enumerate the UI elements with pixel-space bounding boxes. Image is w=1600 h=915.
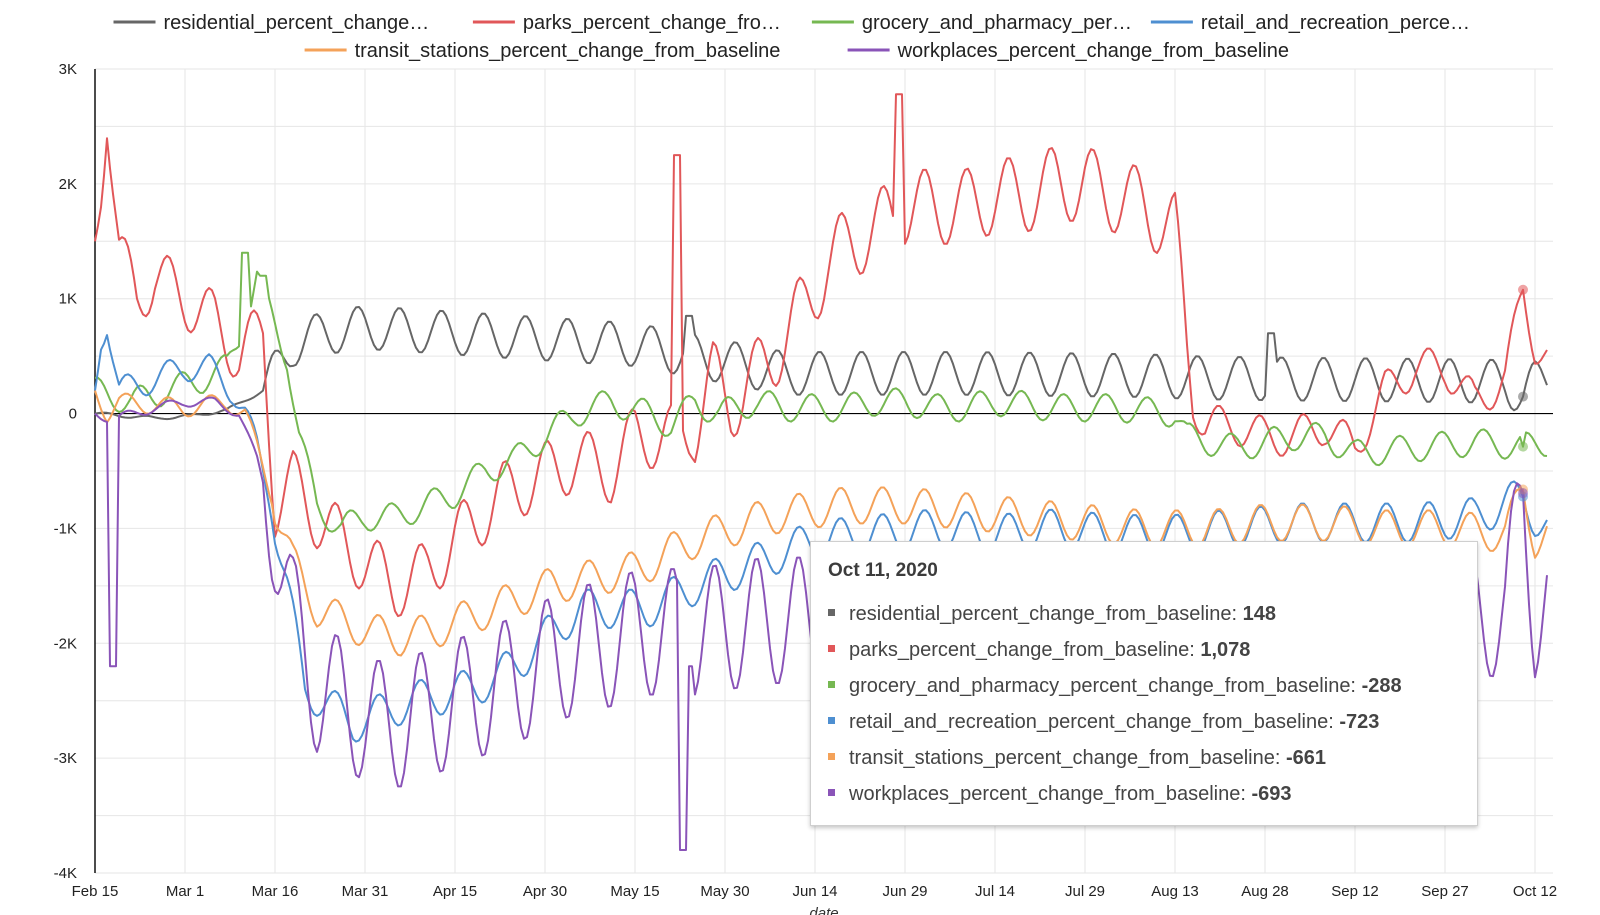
x-tick-label: May 15 bbox=[610, 883, 659, 900]
x-tick-label: Jul 14 bbox=[975, 883, 1015, 900]
y-tick-label: 0 bbox=[69, 406, 77, 423]
tooltip-label: parks_percent_change_from_baseline: bbox=[849, 639, 1195, 661]
tooltip-value: -288 bbox=[1361, 675, 1402, 697]
x-tick-label: Jun 14 bbox=[792, 883, 837, 900]
legend-label-grocery: grocery_and_pharmacy_per… bbox=[862, 12, 1132, 34]
tooltip-row-residential: residential_percent_change_from_baseline… bbox=[828, 596, 1477, 632]
tooltip-row-transit: transit_stations_percent_change_from_bas… bbox=[828, 740, 1477, 776]
tooltip-row-retail: retail_and_recreation_percent_change_fro… bbox=[828, 704, 1477, 740]
x-tick-label: Mar 1 bbox=[166, 883, 204, 900]
tooltip-value: -693 bbox=[1251, 783, 1292, 805]
tooltip-date: Oct 11, 2020 bbox=[828, 560, 938, 581]
x-tick-label: Mar 31 bbox=[342, 883, 389, 900]
tooltip-swatch bbox=[828, 717, 835, 725]
legend-label-transit: transit_stations_percent_change_from_bas… bbox=[355, 40, 781, 62]
tooltip-label: workplaces_percent_change_from_baseline: bbox=[849, 783, 1246, 805]
legend-label-retail: retail_and_recreation_perce… bbox=[1201, 12, 1470, 34]
y-tick-label: -2K bbox=[54, 635, 77, 652]
tooltip-label: residential_percent_change_from_baseline… bbox=[849, 603, 1238, 625]
x-tick-label: Sep 27 bbox=[1421, 883, 1469, 900]
x-tick-label: Oct 12 bbox=[1513, 883, 1557, 900]
tooltip-value: 1,078 bbox=[1200, 639, 1251, 661]
y-tick-label: 3K bbox=[59, 61, 77, 78]
y-tick-label: -3K bbox=[54, 750, 77, 767]
tooltip-row-parks: parks_percent_change_from_baseline: 1,07… bbox=[828, 632, 1477, 668]
x-tick-label: Aug 28 bbox=[1241, 883, 1289, 900]
tooltip-swatch bbox=[828, 645, 835, 653]
tooltip-row-grocery: grocery_and_pharmacy_percent_change_from… bbox=[828, 668, 1477, 704]
legend-label-residential: residential_percent_change… bbox=[164, 12, 430, 34]
y-tick-label: 1K bbox=[59, 291, 77, 308]
legend-label-parks: parks_percent_change_fro… bbox=[523, 12, 781, 34]
x-tick-label: May 30 bbox=[700, 883, 749, 900]
tooltip-swatch bbox=[828, 789, 835, 797]
x-tick-label: Jun 29 bbox=[882, 883, 927, 900]
hover-marker-workplaces bbox=[1518, 488, 1528, 499]
series-line-transit bbox=[94, 390, 1548, 657]
series-line-residential bbox=[94, 306, 1548, 421]
x-tick-label: Feb 15 bbox=[72, 883, 119, 900]
hover-marker-parks bbox=[1518, 284, 1528, 295]
y-tick-label: 2K bbox=[59, 176, 77, 193]
legend-label-workplaces: workplaces_percent_change_from_baseline bbox=[897, 40, 1289, 62]
tooltip-value: -723 bbox=[1339, 711, 1380, 733]
tooltip-swatch bbox=[828, 609, 835, 617]
hover-marker-residential bbox=[1518, 391, 1528, 402]
x-axis-title: date bbox=[809, 905, 838, 915]
hover-marker-grocery bbox=[1518, 441, 1528, 452]
tooltip-label: grocery_and_pharmacy_percent_change_from… bbox=[849, 675, 1356, 697]
x-tick-label: Apr 15 bbox=[433, 883, 477, 900]
x-tick-label: Sep 12 bbox=[1331, 883, 1379, 900]
series-line-parks bbox=[94, 93, 1548, 618]
tooltip-value: -661 bbox=[1285, 747, 1326, 769]
tooltip-value: 148 bbox=[1242, 603, 1276, 625]
y-tick-label: -1K bbox=[54, 520, 77, 537]
series-line-grocery bbox=[95, 251, 1548, 533]
x-tick-label: Jul 29 bbox=[1065, 883, 1105, 900]
chart-tooltip: Oct 11, 2020 residential_percent_change_… bbox=[810, 541, 1478, 826]
tooltip-swatch bbox=[828, 753, 835, 761]
x-tick-label: Apr 30 bbox=[523, 883, 567, 900]
x-tick-label: Mar 16 bbox=[252, 883, 299, 900]
tooltip-row-workplaces: workplaces_percent_change_from_baseline:… bbox=[828, 776, 1477, 812]
x-tick-label: Aug 13 bbox=[1151, 883, 1199, 900]
tooltip-label: retail_and_recreation_percent_change_fro… bbox=[849, 711, 1334, 733]
tooltip-swatch bbox=[828, 681, 835, 689]
y-tick-label: -4K bbox=[54, 865, 77, 882]
tooltip-label: transit_stations_percent_change_from_bas… bbox=[849, 747, 1281, 769]
